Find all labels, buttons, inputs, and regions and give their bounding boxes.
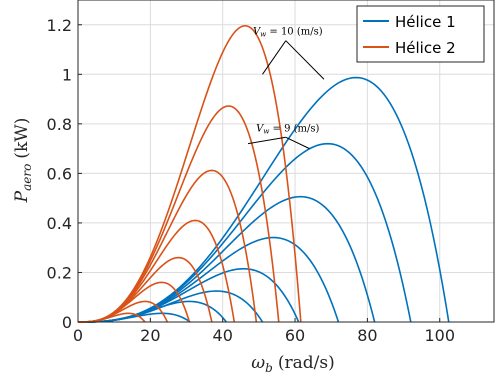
x-tick-label: 80 (357, 326, 377, 345)
y-axis-label: Paero (kW) (12, 118, 34, 204)
annotations: Vw = 10 (m/s) Vw = 9 (m/s) (247, 27, 325, 150)
annotation-label: Vw = 9 (m/s) (256, 123, 319, 135)
curves (78, 24, 450, 323)
series-line-2 (78, 24, 302, 323)
legend-label-helice-2: Hélice 2 (395, 39, 456, 57)
legend: Hélice 1 Hélice 2 (356, 5, 485, 63)
y-tick-label: 1 (62, 65, 72, 84)
y-axis-label-unit: (kW) (12, 118, 32, 159)
x-tick-label: 0 (73, 326, 83, 345)
y-axis-label-main: P (12, 190, 32, 203)
annotation-pointer (285, 40, 325, 80)
series-line-1 (78, 76, 450, 323)
x-axis-label-unit: (rad/s) (278, 353, 335, 373)
annotation-pointer (262, 40, 287, 75)
ticks: 0 20 40 60 80 100 0 0.2 0.4 0.6 0.8 1 1.2 (47, 16, 455, 345)
x-tick-label: 20 (140, 326, 160, 345)
y-tick-label: 0.6 (47, 164, 72, 183)
x-tick-label: 100 (424, 326, 455, 345)
x-axis-label-sub: b (265, 361, 273, 375)
x-tick-label: 40 (213, 326, 233, 345)
y-tick-label: 0 (62, 313, 72, 332)
x-axis-label-main: ω (251, 353, 265, 373)
annotation-pointer (247, 136, 286, 145)
x-axis-label: ωb (rad/s) (251, 353, 334, 375)
plot-frame (77, 0, 495, 323)
annotation-label: Vw = 10 (m/s) (253, 27, 323, 39)
y-axis-label-sub: aero (20, 164, 34, 191)
y-tick-label: 0.8 (47, 115, 72, 134)
annotation-pointer (285, 136, 310, 150)
x-tick-label: 60 (285, 326, 305, 345)
legend-box (356, 5, 485, 63)
y-tick-label: 0.4 (47, 214, 72, 233)
y-tick-label: 0.2 (47, 263, 72, 282)
legend-label-helice-1: Hélice 1 (395, 13, 456, 31)
y-tick-label: 1.2 (47, 16, 72, 35)
